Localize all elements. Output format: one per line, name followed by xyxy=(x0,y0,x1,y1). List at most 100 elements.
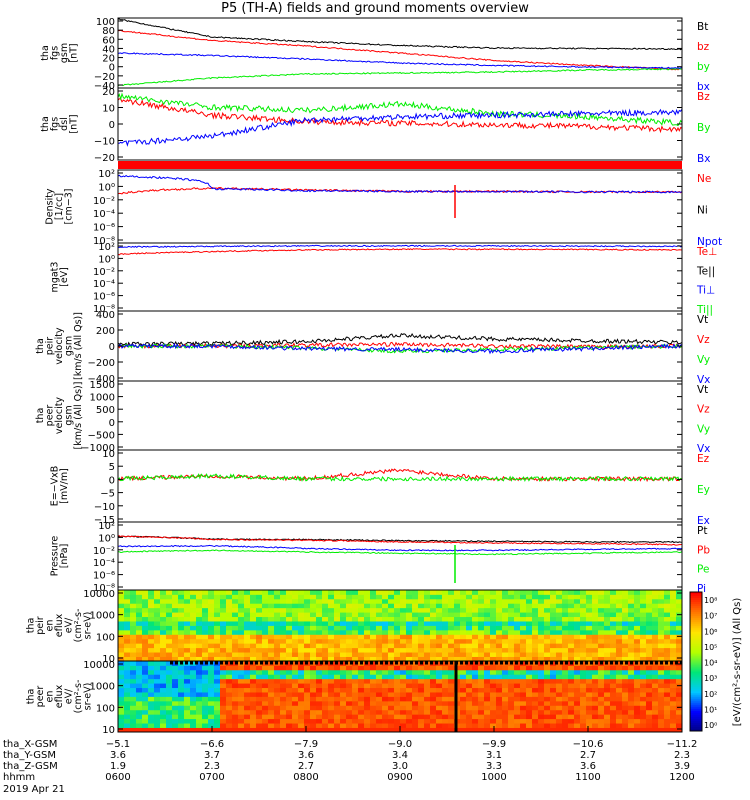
legend-4-0: Vt xyxy=(697,314,708,326)
xaxis-value-1-3: 3.4 xyxy=(392,750,408,761)
ytick-label-9-3: 10 xyxy=(102,725,115,736)
colorbar-tick-2: 10⁶ xyxy=(704,627,717,636)
ylabel-8-6: sr-eV) xyxy=(83,612,94,640)
ytick-label-0-7: −40 xyxy=(94,81,115,92)
legend-4-2: Vy xyxy=(697,354,710,366)
series-0-by xyxy=(117,68,683,87)
ytick-label-6-2: 0 xyxy=(109,475,115,486)
ytick-label-5-3: 0 xyxy=(109,418,115,429)
colorbar-tick-0: 10⁸ xyxy=(704,596,717,605)
ytick-label-7-4: 10⁻⁶ xyxy=(93,571,115,582)
ylabel-9-1: peer xyxy=(35,686,46,708)
xaxis-value-2-5: 3.6 xyxy=(580,761,596,772)
ylabel-8-2: en xyxy=(45,620,56,632)
ylabel-3-0: mgat3 xyxy=(49,262,60,293)
ylabel-0-2: gsm xyxy=(59,43,70,63)
series-2-Ne xyxy=(117,186,683,195)
legend-7-0: Pt xyxy=(697,525,707,537)
xaxis-value-0-1: −6.6 xyxy=(200,739,224,750)
legend-7-2: Pe xyxy=(697,564,709,576)
ytick-label-8-0: 10000 xyxy=(83,589,115,600)
ytick-label-1-2: 0 xyxy=(109,120,115,131)
xaxis-row-label-1: tha_Y-GSM xyxy=(3,750,56,761)
colorbar-tick-6: 10² xyxy=(704,690,717,699)
xaxis-value-3-2: 0800 xyxy=(293,772,318,783)
legend-5-0: Vt xyxy=(697,384,708,396)
ytick-label-5-5: −1000 xyxy=(81,443,115,454)
xaxis-value-1-4: 3.1 xyxy=(486,750,502,761)
legend-4-3: Vx xyxy=(697,374,710,386)
xaxis-value-0-5: −10.6 xyxy=(573,739,604,750)
ylabel-0-0: tha xyxy=(40,45,51,61)
ylabel-4-2: velocity xyxy=(54,327,65,365)
ytick-label-4-2: 0 xyxy=(109,342,115,353)
date-label: 2019 Apr 21 xyxy=(3,784,65,795)
ytick-label-8-2: 100 xyxy=(96,632,115,643)
ylabel-1-3: [nT] xyxy=(68,114,79,133)
series-7-Pb xyxy=(118,535,683,546)
xaxis-value-1-0: 3.6 xyxy=(110,750,126,761)
series-4-Vx xyxy=(117,342,683,355)
panel-frame-2 xyxy=(117,169,683,244)
ylabel-8-5: (cm²-s- xyxy=(73,609,84,643)
ion-spectrogram xyxy=(118,590,683,662)
series-1-Bx xyxy=(117,108,683,147)
ylabel-4-1: peir xyxy=(45,337,56,356)
ytick-label-8-1: 1000 xyxy=(90,611,115,622)
ylabel-8-1: peir xyxy=(35,616,46,635)
legend-0-3: bx xyxy=(697,81,710,93)
xaxis-value-0-4: −9.9 xyxy=(482,739,506,750)
series-7-Pe xyxy=(117,549,683,556)
ylabel-9-5: (cm²-s- xyxy=(73,680,84,714)
colorbar-tick-4: 10⁴ xyxy=(704,659,717,668)
xaxis-value-3-0: 0600 xyxy=(105,772,130,783)
series-0-Bt xyxy=(118,18,683,51)
colorbar-tick-5: 10³ xyxy=(704,674,717,683)
xaxis-value-1-6: 2.3 xyxy=(674,750,690,761)
xaxis-value-2-0: 1.9 xyxy=(110,761,126,772)
ytick-label-0-1: 80 xyxy=(102,26,115,37)
colorbar-tick-3: 10⁵ xyxy=(704,643,717,652)
ytick-label-7-0: 10² xyxy=(98,521,115,532)
ylabel-5-0: tha xyxy=(35,408,46,424)
ytick-label-1-4: −20 xyxy=(94,153,115,164)
ylabel-0-1: fgs xyxy=(49,46,60,60)
ylabel-5-1: peer xyxy=(45,405,56,427)
ytick-label-4-3: −200 xyxy=(88,358,115,369)
ytick-label-1-3: −10 xyxy=(94,137,115,148)
ytick-label-0-0: 100 xyxy=(96,17,115,28)
ytick-label-0-4: 20 xyxy=(102,54,115,65)
legend-5-1: Vz xyxy=(697,404,710,416)
ytick-label-7-3: 10⁻⁴ xyxy=(93,558,115,569)
ytick-label-2-0: 10² xyxy=(98,169,115,180)
ylabel-7-1: [nPa] xyxy=(59,544,70,569)
ytick-label-1-0: 20 xyxy=(102,87,115,98)
ytick-label-3-3: 10⁻⁴ xyxy=(93,279,115,290)
xaxis-value-0-3: −9.0 xyxy=(388,739,412,750)
xaxis-value-3-5: 1100 xyxy=(575,772,600,783)
xaxis-value-0-2: −7.9 xyxy=(294,739,318,750)
ylabel-5-2: velocity xyxy=(54,397,65,435)
xaxis-value-0-6: −11.2 xyxy=(667,739,698,750)
xaxis-value-3-6: 1200 xyxy=(669,772,694,783)
legend-7-1: Pb xyxy=(697,544,710,556)
ytick-label-3-5: 10⁻⁸ xyxy=(93,304,115,315)
ylabel-9-0: tha xyxy=(26,689,37,705)
ytick-label-6-5: −15 xyxy=(94,515,115,526)
ylabel-9-6: sr-eV) xyxy=(83,683,94,711)
ylabel-2-2: [cm−3] xyxy=(64,189,75,225)
ytick-label-4-1: 200 xyxy=(96,326,115,337)
panel-frame-6 xyxy=(117,449,683,523)
legend-3-2: Ti⊥ xyxy=(696,285,715,297)
series-0-bz xyxy=(118,29,683,71)
ylabel-6-0: E=−VxB xyxy=(49,466,60,507)
ylabel-8-0: tha xyxy=(26,618,37,634)
legend-1-2: Bx xyxy=(697,153,710,165)
xaxis-value-1-1: 3.7 xyxy=(204,750,220,761)
series-4-Vt xyxy=(117,332,683,348)
xaxis-row-label-3: hhmm xyxy=(3,772,35,783)
ytick-label-3-0: 10² xyxy=(98,242,115,253)
legend-7-3: Pi xyxy=(697,583,706,595)
ylabel-9-3: eflux xyxy=(54,684,65,708)
ytick-label-3-1: 10⁰ xyxy=(98,254,115,265)
